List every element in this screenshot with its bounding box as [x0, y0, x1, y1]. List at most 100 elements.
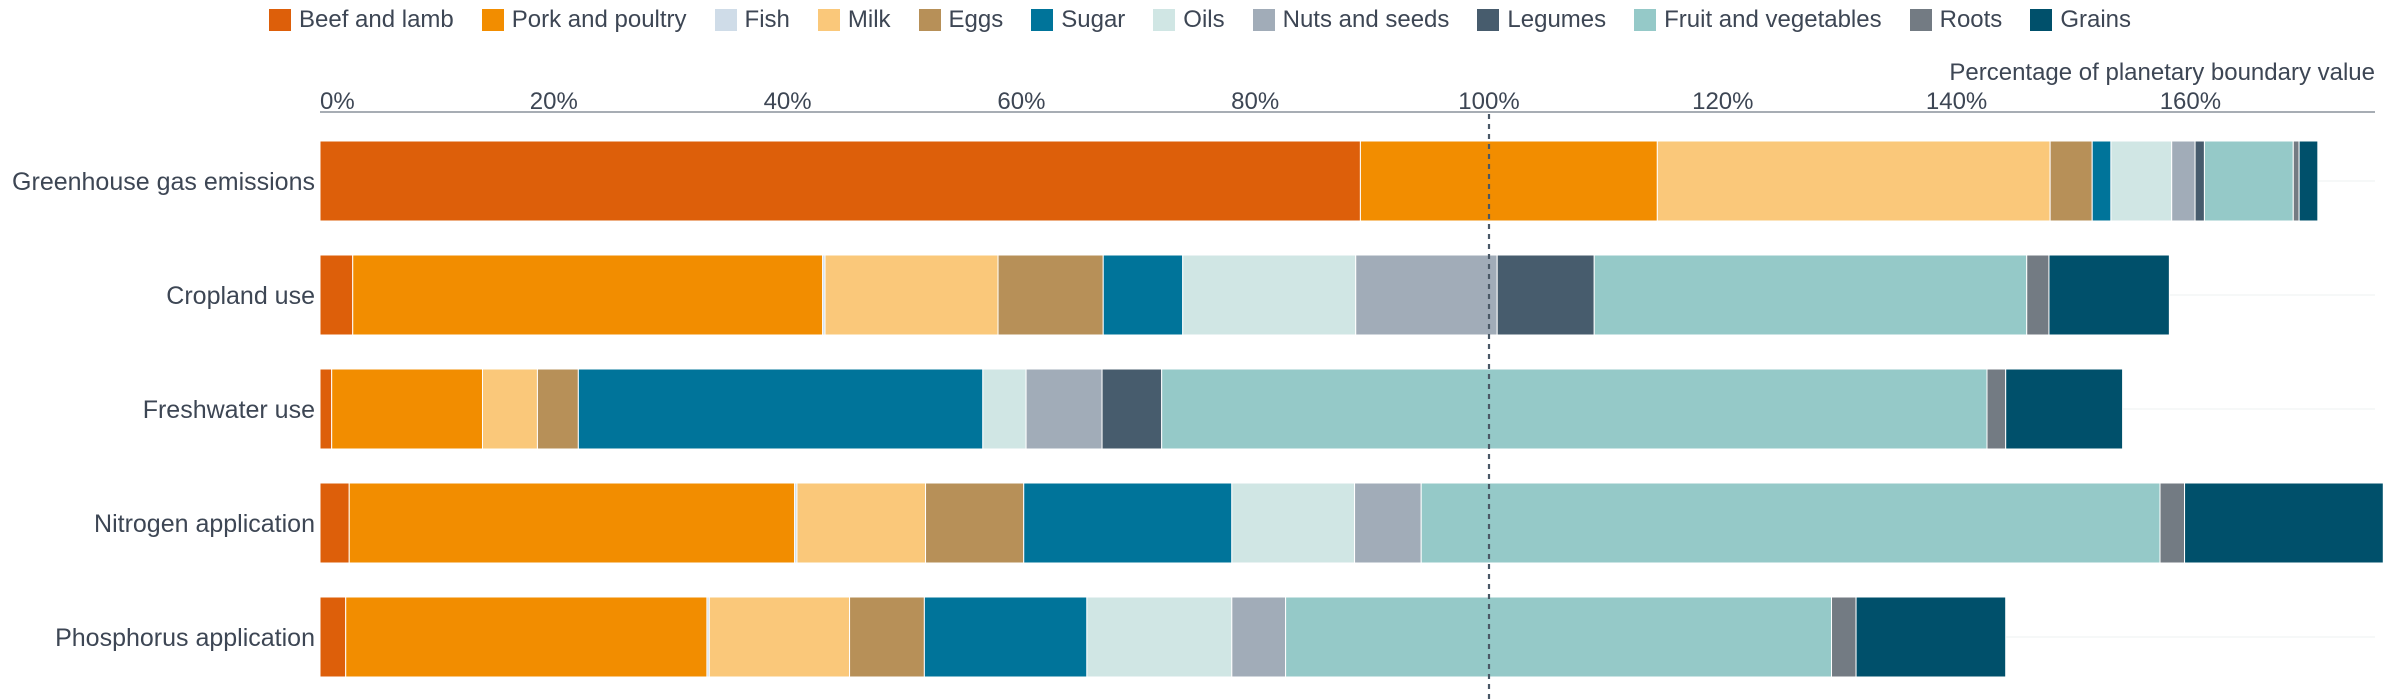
x-tick-label: 40%	[764, 88, 812, 115]
bar-segment-greenhouse-gas-emissions-eggs[interactable]	[2049, 140, 2093, 222]
legend-swatch	[1477, 9, 1500, 31]
legend-item-legumes[interactable]: Legumes	[1477, 6, 1606, 34]
bar-segment-greenhouse-gas-emissions-roots[interactable]	[2292, 140, 2300, 222]
legend-swatch	[714, 9, 737, 31]
x-axis-ticks: 0% 20% 40% 60% 80% 100% 120% 140% 160%	[320, 88, 2221, 115]
bar-segment-freshwater-use-pork-and-poultry[interactable]	[331, 368, 483, 450]
category-label-greenhouse-gas-emissions: Greenhouse gas emissions	[12, 168, 315, 196]
bar-segment-phosphorus-application-nuts-and-seeds[interactable]	[1231, 596, 1287, 678]
bar-segment-phosphorus-application-eggs[interactable]	[849, 596, 925, 678]
bar-segment-freshwater-use-oils[interactable]	[982, 368, 1027, 450]
category-label-cropland-use: Cropland use	[166, 282, 315, 310]
legend-item-beef-and-lamb[interactable]: Beef and lamb	[268, 6, 454, 34]
category-labels: Greenhouse gas emissions Cropland use Fres…	[12, 168, 315, 652]
legend-label: Milk	[847, 6, 891, 33]
bar-segment-nitrogen-application-roots[interactable]	[2159, 482, 2186, 564]
bar-segment-nitrogen-application-nuts-and-seeds[interactable]	[1354, 482, 1422, 564]
legend-item-eggs[interactable]: Eggs	[918, 6, 1004, 34]
legend-item-roots[interactable]: Roots	[1909, 6, 2003, 34]
bar-segment-cropland-use-oils[interactable]	[1182, 254, 1357, 336]
bar-segment-nitrogen-application-pork-and-poultry[interactable]	[348, 482, 796, 564]
bar-segment-phosphorus-application-pork-and-poultry[interactable]	[345, 596, 708, 678]
bar-segment-cropland-use-legumes[interactable]	[1496, 254, 1595, 336]
bar-segment-cropland-use-grains[interactable]	[2048, 254, 2170, 336]
bar-segment-cropland-use-beef-and-lamb[interactable]	[319, 254, 354, 336]
bar-segment-cropland-use-milk[interactable]	[824, 254, 999, 336]
bar-segment-cropland-use-nuts-and-seeds[interactable]	[1355, 254, 1498, 336]
bar-segment-phosphorus-application-sugar[interactable]	[923, 596, 1088, 678]
legend-label: Nuts and seeds	[1282, 6, 1450, 33]
bar-segment-freshwater-use-grains[interactable]	[2005, 368, 2124, 450]
x-tick-label: 60%	[997, 88, 1045, 115]
bar-segment-greenhouse-gas-emissions-beef-and-lamb[interactable]	[319, 140, 1361, 222]
category-label-phosphorus-application: Phosphorus application	[55, 624, 315, 652]
bar-segment-freshwater-use-beef-and-lamb[interactable]	[319, 368, 333, 450]
bar-segment-phosphorus-application-roots[interactable]	[1831, 596, 1857, 678]
bar-segment-greenhouse-gas-emissions-milk[interactable]	[1656, 140, 2051, 222]
bar-segment-freshwater-use-roots[interactable]	[1986, 368, 2007, 450]
bar-segment-greenhouse-gas-emissions-grains[interactable]	[2298, 140, 2319, 222]
bar-segment-cropland-use-roots[interactable]	[2026, 254, 2050, 336]
legend-item-milk[interactable]: Milk	[817, 6, 891, 34]
legend-swatch	[1031, 9, 1054, 31]
legend-swatch	[268, 9, 291, 31]
bar-segment-nitrogen-application-fruit-and-vegetables[interactable]	[1420, 482, 2161, 564]
bar-segment-phosphorus-application-grains[interactable]	[1855, 596, 2007, 678]
bar-segment-nitrogen-application-eggs[interactable]	[925, 482, 1025, 564]
legend-label: Eggs	[948, 6, 1004, 33]
bar-segment-nitrogen-application-sugar[interactable]	[1023, 482, 1233, 564]
bar-segment-greenhouse-gas-emissions-sugar[interactable]	[2091, 140, 2112, 222]
legend-label: Roots	[1939, 6, 2003, 33]
bar-segment-phosphorus-application-fruit-and-vegetables[interactable]	[1285, 596, 1833, 678]
legend-label: Fruit and vegetables	[1664, 6, 1882, 33]
x-axis-title: Percentage of planetary boundary value	[1949, 59, 2375, 86]
bar-segment-freshwater-use-milk[interactable]	[481, 368, 538, 450]
legend-swatch	[918, 9, 941, 31]
x-tick-label: 80%	[1231, 88, 1279, 115]
legend-label: Sugar	[1061, 6, 1126, 33]
bar-segment-freshwater-use-legumes[interactable]	[1101, 368, 1163, 450]
bar-segment-greenhouse-gas-emissions-pork-and-poultry[interactable]	[1359, 140, 1658, 222]
bar-segment-freshwater-use-eggs[interactable]	[536, 368, 579, 450]
legend-item-grains[interactable]: Grains	[2030, 6, 2131, 34]
legend-item-fish[interactable]: Fish	[714, 6, 790, 34]
legend-label: Beef and lamb	[298, 6, 454, 33]
bar-segment-nitrogen-application-beef-and-lamb[interactable]	[319, 482, 350, 564]
bar-segment-freshwater-use-fruit-and-vegetables[interactable]	[1161, 368, 1988, 450]
legend-swatch	[1252, 9, 1275, 31]
bar-segment-phosphorus-application-oils[interactable]	[1086, 596, 1233, 678]
legend-label: Pork and poultry	[511, 6, 687, 33]
x-tick-label: 140%	[1926, 88, 1987, 115]
bar-segment-greenhouse-gas-emissions-oils[interactable]	[2110, 140, 2173, 222]
legend-label: Oils	[1183, 6, 1225, 33]
x-tick-label: 0%	[320, 88, 355, 115]
legend-swatch	[817, 9, 840, 31]
bar-segment-greenhouse-gas-emissions-nuts-and-seeds[interactable]	[2171, 140, 2196, 222]
legend-label: Grains	[2060, 6, 2131, 33]
bar-segment-greenhouse-gas-emissions-fruit-and-vegetables[interactable]	[2203, 140, 2294, 222]
legend-item-nuts-and-seeds[interactable]: Nuts and seeds	[1252, 6, 1450, 34]
legend-swatch	[1634, 9, 1657, 31]
bar-segment-freshwater-use-sugar[interactable]	[577, 368, 984, 450]
bar-segment-cropland-use-sugar[interactable]	[1102, 254, 1184, 336]
bar-segment-nitrogen-application-oils[interactable]	[1231, 482, 1356, 564]
legend-item-fruit-and-vegetables[interactable]: Fruit and vegetables	[1634, 6, 1882, 34]
legend-swatch	[1909, 9, 1932, 31]
legend-item-oils[interactable]: Oils	[1153, 6, 1225, 34]
bar-segment-nitrogen-application-milk[interactable]	[796, 482, 927, 564]
bar-segment-phosphorus-application-milk[interactable]	[708, 596, 851, 678]
legend-label: Legumes	[1507, 6, 1607, 33]
bar-segment-greenhouse-gas-emissions-legumes[interactable]	[2194, 140, 2205, 222]
legend-item-sugar[interactable]: Sugar	[1031, 6, 1125, 34]
legend: Beef and lamb Pork and poultry Fish Milk Egg…	[0, 6, 2400, 34]
bar-segment-cropland-use-eggs[interactable]	[997, 254, 1104, 336]
bar-segment-cropland-use-pork-and-poultry[interactable]	[352, 254, 824, 336]
bar-segment-freshwater-use-nuts-and-seeds[interactable]	[1025, 368, 1103, 450]
legend-swatch	[481, 9, 504, 31]
bars	[319, 140, 2384, 678]
bar-segment-cropland-use-fruit-and-vegetables[interactable]	[1593, 254, 2028, 336]
legend-item-pork-and-poultry[interactable]: Pork and poultry	[481, 6, 687, 34]
bar-segment-nitrogen-application-grains[interactable]	[2184, 482, 2384, 564]
bar-segment-phosphorus-application-beef-and-lamb[interactable]	[319, 596, 347, 678]
